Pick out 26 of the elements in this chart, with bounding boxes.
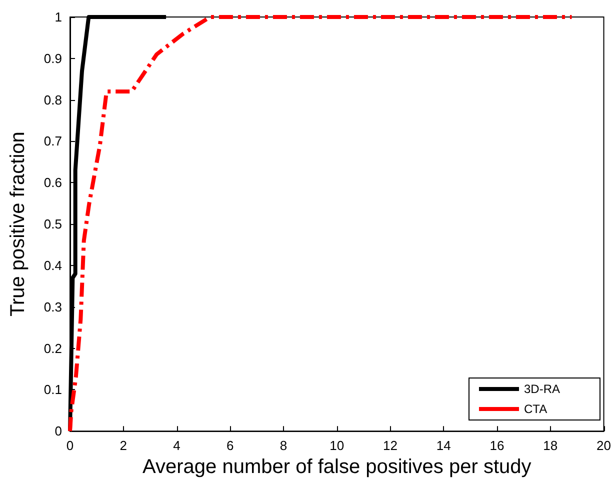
y-tick-label: 0.3 (44, 299, 62, 314)
y-tick-label: 0.8 (44, 92, 62, 108)
x-axis-title: Average number of false positives per study (142, 456, 532, 478)
y-tick-label: 0.6 (44, 175, 62, 190)
x-tick-label: 14 (436, 438, 451, 454)
y-tick-label: 0.4 (44, 258, 62, 273)
y-tick-label: 1 (54, 10, 62, 24)
x-tick-label: 20 (596, 438, 612, 454)
y-tick-label: 0.5 (44, 216, 62, 232)
x-tick-label: 12 (383, 438, 398, 454)
x-tick-label: 6 (226, 438, 234, 454)
legend-label: CTA (524, 402, 548, 416)
y-tick-label: 0 (54, 424, 62, 439)
y-axis-title: True positive fraction (7, 132, 29, 317)
x-tick-label: 16 (490, 438, 504, 454)
x-tick-label: 8 (280, 438, 288, 454)
y-tick-label: 0.7 (44, 134, 62, 149)
x-tick-label: 0 (66, 438, 74, 454)
x-tick-label: 4 (173, 438, 180, 454)
y-tick-label: 0.1 (44, 382, 62, 398)
x-tick-label: 18 (543, 438, 558, 454)
legend-label: 3D-RA (524, 382, 560, 396)
x-tick-label: 2 (120, 438, 127, 454)
y-tick-label: 0.2 (44, 340, 62, 356)
y-tick-label: 0.9 (44, 50, 62, 66)
x-tick-label: 10 (330, 438, 344, 454)
